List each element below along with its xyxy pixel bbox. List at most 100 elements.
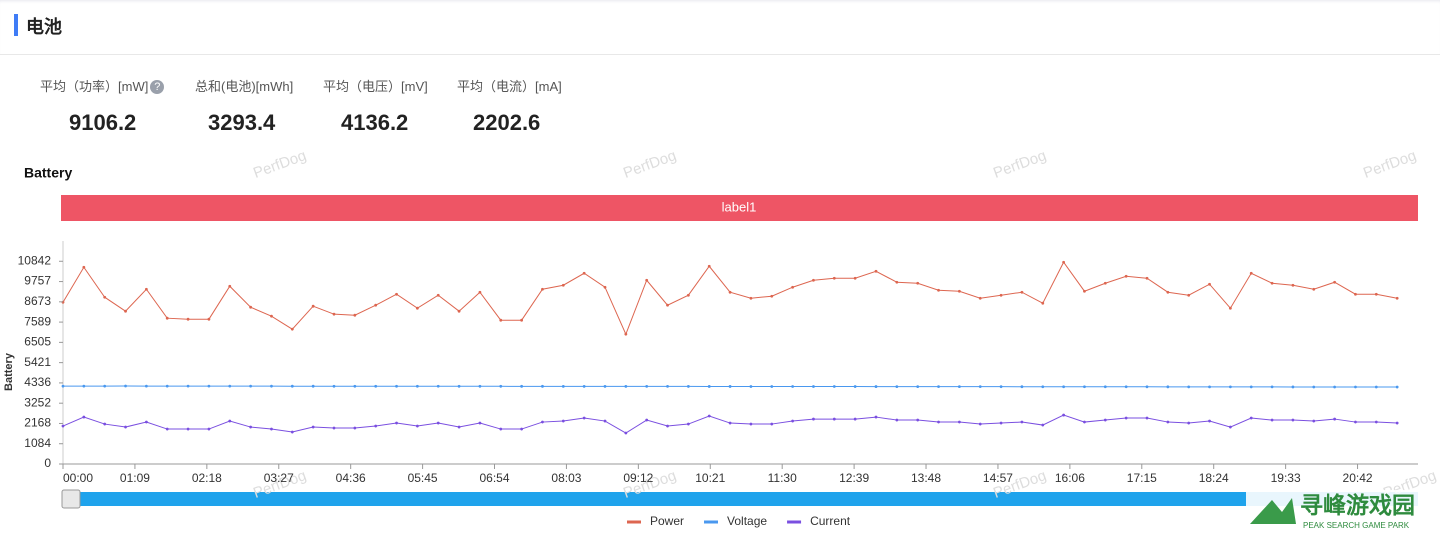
data-point <box>1020 385 1024 389</box>
data-point <box>1249 416 1253 420</box>
data-point <box>582 384 586 388</box>
data-point <box>832 276 836 280</box>
data-point <box>520 384 524 388</box>
data-point <box>82 384 86 388</box>
watermark: PerfDog <box>1361 147 1419 182</box>
data-point <box>561 384 565 388</box>
data-point <box>1228 385 1232 389</box>
x-tick-label: 06:54 <box>479 471 509 485</box>
data-point <box>812 278 815 282</box>
data-point <box>937 420 940 424</box>
data-point <box>290 430 294 434</box>
data-point <box>1228 306 1232 310</box>
x-tick-label: 05:45 <box>408 471 438 485</box>
data-point <box>1291 385 1295 389</box>
data-point <box>1249 385 1253 389</box>
data-point <box>103 384 107 388</box>
data-point <box>728 290 732 294</box>
data-point <box>895 280 899 284</box>
x-tick-label: 17:15 <box>1127 471 1157 485</box>
data-point <box>999 293 1003 297</box>
data-point <box>603 419 607 423</box>
data-point <box>791 419 795 423</box>
x-tick-label: 00:00 <box>63 471 93 485</box>
help-icon[interactable]: ? <box>150 80 165 94</box>
header-title: 电池 <box>26 17 62 37</box>
data-point <box>520 427 524 431</box>
data-point <box>749 422 753 426</box>
data-point <box>770 385 774 388</box>
data-point <box>624 332 628 336</box>
data-point <box>436 421 440 425</box>
data-point <box>228 419 232 423</box>
data-point <box>228 284 232 288</box>
data-point <box>957 385 961 389</box>
data-point <box>290 384 294 388</box>
data-point <box>144 384 148 388</box>
data-point <box>1333 417 1337 421</box>
zoom-slider[interactable] <box>63 492 1418 506</box>
data-point <box>999 385 1003 389</box>
data-point <box>124 384 127 388</box>
data-point <box>1145 276 1149 280</box>
data-point <box>249 305 253 309</box>
data-point <box>582 416 586 420</box>
slider-handle[interactable] <box>61 489 81 509</box>
stat-value: 9106.2 <box>69 110 137 135</box>
data-point <box>499 384 503 388</box>
data-point <box>1354 385 1357 389</box>
data-point <box>874 269 878 273</box>
data-point <box>937 288 940 292</box>
data-point <box>61 384 65 388</box>
data-point <box>561 419 565 423</box>
data-point <box>415 424 419 428</box>
data-point <box>415 306 419 310</box>
series-line <box>62 261 1398 336</box>
data-point <box>1166 420 1170 424</box>
data-point <box>1208 419 1211 423</box>
data-point <box>1312 419 1316 423</box>
data-point <box>144 420 148 424</box>
data-point <box>916 281 920 285</box>
data-point <box>541 287 544 291</box>
stat-value: 4136.2 <box>341 110 409 135</box>
data-point <box>686 293 690 297</box>
data-point <box>707 385 711 388</box>
legend-label: Current <box>810 514 851 528</box>
data-point <box>1103 418 1107 422</box>
data-point <box>624 384 628 388</box>
data-point <box>186 317 190 321</box>
data-point <box>270 427 273 431</box>
x-tick-label: 02:18 <box>192 471 222 485</box>
data-point <box>645 418 649 422</box>
data-point <box>165 427 169 431</box>
data-point <box>812 385 815 388</box>
data-point <box>395 421 398 425</box>
data-point <box>1208 282 1211 286</box>
y-tick-label: 1084 <box>24 436 51 450</box>
data-point <box>895 385 899 388</box>
data-point <box>1354 292 1357 296</box>
data-point <box>707 264 711 268</box>
data-point <box>645 385 649 388</box>
data-point <box>666 303 669 307</box>
y-tick-label: 0 <box>44 456 51 470</box>
data-point <box>812 417 815 421</box>
data-point <box>353 426 357 430</box>
data-point <box>290 327 294 331</box>
data-point <box>603 384 607 388</box>
y-axis-title: Battery <box>3 352 15 391</box>
data-point <box>1020 420 1024 424</box>
y-tick-label: 3252 <box>24 395 51 409</box>
data-point <box>124 309 127 313</box>
data-point <box>957 420 961 424</box>
data-point <box>332 426 336 430</box>
data-point <box>186 384 190 388</box>
data-point <box>749 296 753 300</box>
data-point <box>1041 385 1045 389</box>
data-point <box>937 385 940 389</box>
data-point <box>1249 271 1253 275</box>
data-point <box>395 384 398 388</box>
data-point <box>707 414 711 418</box>
